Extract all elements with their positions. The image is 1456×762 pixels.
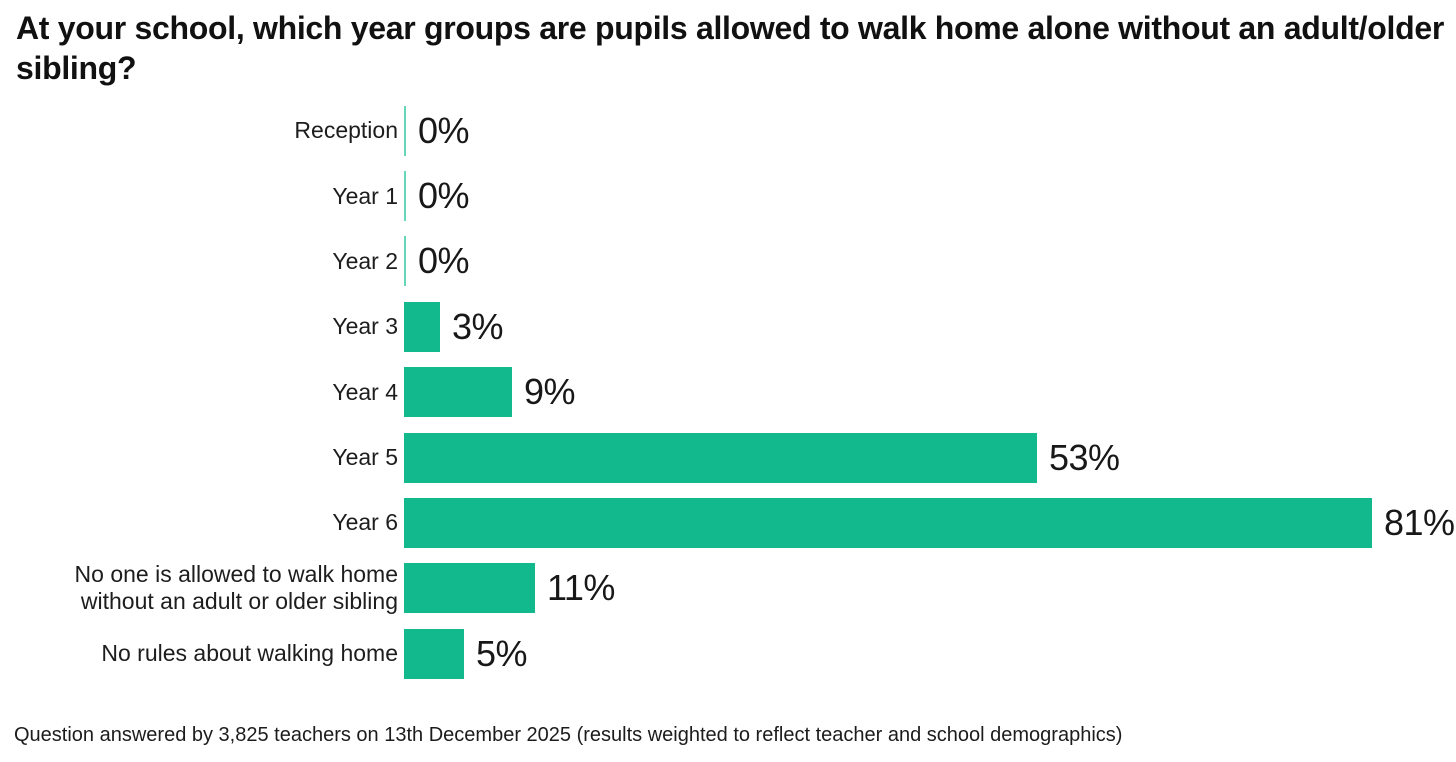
bar (404, 105, 406, 156)
value-label: 0% (418, 109, 470, 151)
chart-title: At your school, which year groups are pu… (16, 10, 1445, 86)
bar (404, 171, 406, 222)
chart-row: Reception 0% (0, 98, 1456, 163)
bar-area: 11% (404, 556, 1456, 621)
chart-row: Year 2 0% (0, 229, 1456, 294)
bar-area: 3% (404, 294, 1456, 359)
category-label: Year 1 (332, 182, 398, 209)
chart-row: No rules about walking home 5% (0, 621, 1456, 686)
bar-area: 81% (404, 490, 1456, 555)
category-label: Reception (294, 117, 398, 144)
category-label: No one is allowed to walk home without a… (74, 561, 398, 615)
chart-row: Year 1 0% (0, 163, 1456, 228)
bar-area: 53% (404, 425, 1456, 490)
bar (404, 498, 1372, 549)
bar (404, 301, 440, 352)
bar-chart: Reception 0% Year 1 0% Year 2 0% Year 3 (0, 98, 1456, 687)
bar (404, 367, 512, 418)
bar-area: 5% (404, 621, 1456, 686)
bar-area: 9% (404, 360, 1456, 425)
chart-row: Year 3 3% (0, 294, 1456, 359)
value-label: 0% (418, 240, 470, 282)
value-label: 11% (547, 567, 615, 609)
category-label: Year 5 (332, 444, 398, 471)
value-label: 81% (1384, 502, 1455, 544)
bar (404, 628, 464, 679)
chart-row: No one is allowed to walk home without a… (0, 556, 1456, 621)
chart-row: Year 5 53% (0, 425, 1456, 490)
category-label: Year 6 (332, 509, 398, 536)
category-label: No rules about walking home (101, 640, 398, 667)
bar-area: 0% (404, 163, 1456, 228)
value-label: 9% (524, 371, 576, 413)
bar-area: 0% (404, 229, 1456, 294)
chart-row: Year 6 81% (0, 490, 1456, 555)
category-label: Year 4 (332, 378, 398, 405)
value-label: 5% (476, 632, 528, 674)
bar (404, 432, 1037, 483)
bar (404, 563, 535, 614)
bar-area: 0% (404, 98, 1456, 163)
chart-row: Year 4 9% (0, 360, 1456, 425)
value-label: 3% (452, 305, 504, 347)
value-label: 0% (418, 175, 470, 217)
footer-note: Question answered by 3,825 teachers on 1… (14, 724, 1123, 746)
category-label: Year 3 (332, 313, 398, 340)
bar (404, 236, 406, 287)
category-label: Year 2 (332, 247, 398, 274)
value-label: 53% (1049, 436, 1120, 478)
